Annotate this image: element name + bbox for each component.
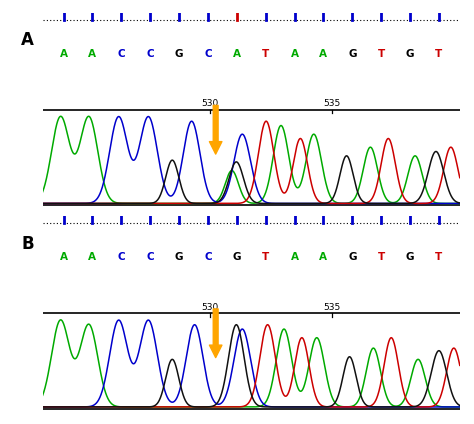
Text: G: G <box>175 252 183 262</box>
Text: C: C <box>204 252 212 262</box>
Text: T: T <box>435 252 443 262</box>
Text: A: A <box>60 49 67 59</box>
Text: A: A <box>88 252 96 262</box>
Text: C: C <box>204 49 212 59</box>
Text: A: A <box>319 252 328 262</box>
Text: T: T <box>262 252 269 262</box>
Text: A: A <box>88 49 96 59</box>
Text: G: G <box>348 49 356 59</box>
Text: B: B <box>21 234 34 253</box>
Text: A: A <box>319 49 328 59</box>
Text: 535: 535 <box>323 303 340 312</box>
Text: A: A <box>291 252 299 262</box>
Text: T: T <box>262 49 269 59</box>
Text: A: A <box>21 31 34 49</box>
Text: A: A <box>291 49 299 59</box>
Text: A: A <box>60 252 67 262</box>
Text: C: C <box>146 252 154 262</box>
Text: 530: 530 <box>201 99 218 108</box>
Text: T: T <box>378 252 385 262</box>
Text: A: A <box>233 49 241 59</box>
Text: G: G <box>406 49 414 59</box>
Text: G: G <box>233 252 241 262</box>
Text: T: T <box>435 49 443 59</box>
Text: 535: 535 <box>323 99 340 108</box>
Text: 530: 530 <box>201 303 218 312</box>
Text: G: G <box>406 252 414 262</box>
Text: G: G <box>175 49 183 59</box>
Text: C: C <box>146 49 154 59</box>
Text: T: T <box>378 49 385 59</box>
Text: G: G <box>348 252 356 262</box>
Text: C: C <box>118 49 125 59</box>
Text: C: C <box>118 252 125 262</box>
